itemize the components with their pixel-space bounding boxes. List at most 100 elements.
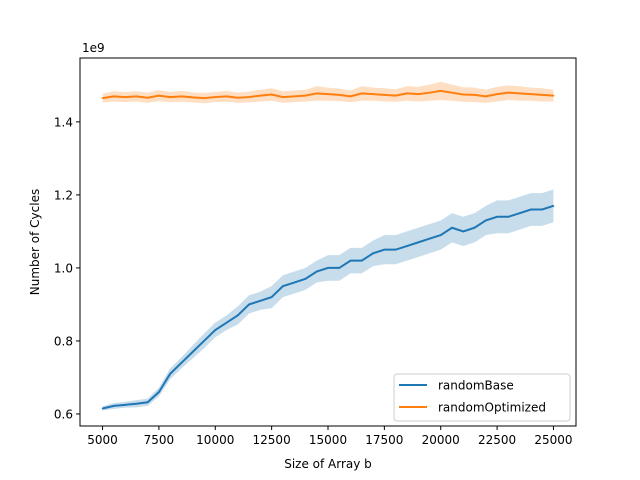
data-point-randomBase [169,372,171,375]
data-point-randomOptimized [552,94,555,97]
data-point-randomOptimized [225,95,228,98]
data-point-randomBase [462,230,465,233]
data-point-randomOptimized [372,93,374,95]
legend: randomBase randomOptimized [393,373,571,422]
confidence-band-randomBase [102,189,554,411]
data-point-randomOptimized [169,96,171,98]
data-point-randomBase [473,226,476,229]
data-point-randomOptimized [146,96,149,99]
data-point-randomBase [158,391,160,393]
data-point-randomOptimized [282,96,284,98]
x-tick-label: 7500 [144,433,175,447]
data-point-randomOptimized [417,93,419,95]
data-point-randomOptimized [113,95,115,98]
data-point-randomBase [417,241,419,244]
data-point-randomOptimized [485,95,487,98]
data-point-randomBase [135,402,138,405]
y-tick-label: 0.8 [54,334,73,348]
data-point-randomBase [248,303,250,306]
y-axis-label: Number of Cycles [28,189,42,295]
y-offset-label: 1e9 [82,41,105,55]
data-point-randomOptimized [349,95,352,98]
data-point-randomOptimized [270,93,273,96]
data-point-randomOptimized [101,97,104,99]
data-point-randomBase [518,212,521,214]
data-point-randomOptimized [135,95,138,98]
x-tick-label: 5000 [87,433,118,447]
data-point-randomOptimized [214,96,217,98]
data-point-randomOptimized [428,91,431,94]
data-point-randomBase [372,252,374,255]
data-point-randomBase [496,216,498,218]
data-point-randomBase [225,321,228,324]
data-point-randomOptimized [203,97,205,99]
y-tick-label: 1.4 [54,115,73,129]
data-point-randomOptimized [473,94,476,96]
data-point-randomBase [428,237,431,240]
data-point-randomOptimized [158,94,160,97]
x-tick-label: 20000 [422,433,460,447]
data-point-randomBase [214,329,217,331]
data-point-randomBase [124,404,126,406]
data-point-randomOptimized [394,94,397,97]
data-point-randomBase [439,234,442,236]
data-point-randomBase [338,267,341,269]
legend-box [393,373,571,422]
data-point-randomOptimized [191,96,194,99]
data-point-randomBase [406,245,408,247]
data-point-randomOptimized [293,95,295,98]
data-point-randomBase [259,299,262,302]
data-point-randomBase [507,216,510,218]
x-tick-label: 15000 [309,433,347,447]
data-point-randomOptimized [180,95,183,98]
data-point-randomBase [180,362,183,364]
data-point-randomBase [270,296,273,298]
x-tick-label: 12500 [253,433,291,447]
data-point-randomBase [349,259,352,262]
x-tick-label: 22500 [478,433,516,447]
x-tick-label: 25000 [534,433,572,447]
data-point-randomBase [361,259,363,262]
data-point-randomBase [315,270,318,273]
data-point-randomBase [282,285,284,287]
data-point-randomOptimized [439,90,442,92]
data-point-randomOptimized [361,92,363,95]
data-point-randomOptimized [304,94,307,97]
data-point-randomBase [203,340,205,342]
data-point-randomBase [304,278,307,280]
data-point-randomBase [530,208,532,211]
data-point-randomOptimized [406,92,408,95]
data-point-randomBase [394,248,397,251]
data-point-randomBase [146,401,149,404]
x-tick-label: 10000 [196,433,234,447]
data-point-randomOptimized [248,96,250,98]
data-point-randomOptimized [541,94,543,96]
data-point-randomBase [485,219,487,222]
data-point-randomOptimized [338,94,341,96]
data-point-randomBase [237,314,239,317]
data-point-randomBase [451,226,453,229]
data-point-randomOptimized [383,94,386,96]
data-point-randomOptimized [237,96,239,99]
data-point-randomBase [293,281,295,284]
y-tick-label: 0.6 [54,407,73,421]
data-point-randomOptimized [507,91,510,94]
data-point-randomBase [191,351,194,353]
x-tick-label: 17500 [365,433,403,447]
data-point-randomOptimized [327,93,329,95]
data-point-randomOptimized [451,91,453,94]
y-tick-label: 1.2 [54,188,73,202]
data-point-randomOptimized [124,96,126,98]
data-point-randomOptimized [518,92,521,95]
legend-label-randomBase: randomBase [438,379,514,393]
data-point-randomOptimized [315,92,318,95]
data-point-randomOptimized [462,93,465,96]
data-point-randomBase [552,205,555,207]
data-point-randomBase [113,405,115,407]
data-point-randomBase [327,267,329,269]
y-tick-label: 1.0 [54,261,73,275]
data-point-randomOptimized [530,93,532,95]
data-point-randomBase [383,248,386,251]
legend-label-randomOptimized: randomOptimized [438,401,546,415]
